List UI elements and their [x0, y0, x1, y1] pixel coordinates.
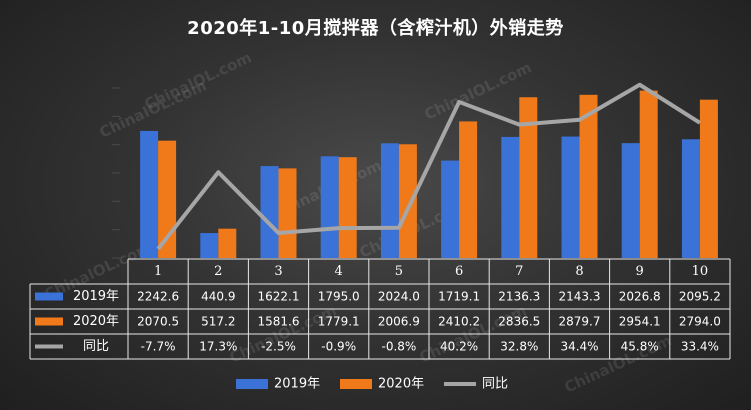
legend-label: 2019年	[274, 377, 320, 392]
data-label: 45.8%	[621, 340, 659, 354]
category-label: 3	[274, 264, 282, 279]
data-label: 2954.1	[619, 315, 661, 329]
legend-key-2019年	[236, 379, 268, 389]
data-label: 2026.8	[619, 290, 661, 304]
data-label: 1581.6	[258, 315, 300, 329]
bar-2019年-3	[260, 166, 279, 258]
data-label: 1779.1	[318, 315, 360, 329]
data-label: 2879.7	[559, 315, 601, 329]
data-label: 2095.2	[679, 290, 721, 304]
bar-2020年-10	[699, 99, 718, 258]
data-label: 2006.9	[378, 315, 420, 329]
bar-2019年-7	[501, 136, 520, 258]
category-label: 5	[395, 264, 403, 279]
data-label: 2242.6	[137, 290, 179, 304]
data-label: 40.2%	[440, 340, 478, 354]
data-label: 2136.3	[498, 290, 540, 304]
bar-2020年-5	[398, 144, 417, 258]
data-label: 440.9	[201, 290, 235, 304]
data-label: 2024.0	[378, 290, 420, 304]
data-label: 1795.0	[318, 290, 360, 304]
data-label: -2.5%	[261, 340, 296, 354]
data-label: 33.4%	[681, 340, 719, 354]
data-label: 2070.5	[137, 315, 179, 329]
bar-2019年-1	[140, 130, 159, 258]
series-label: 2019年	[73, 289, 119, 304]
category-label: 8	[575, 264, 583, 279]
bar-2020年-4	[338, 157, 357, 258]
bar-2020年-2	[218, 228, 237, 258]
bar-2019年-10	[681, 139, 700, 258]
bar-2020年-9	[639, 90, 658, 258]
bar-2019年-4	[320, 156, 339, 258]
data-label: 1622.1	[258, 290, 300, 304]
legend-key-2019年	[35, 292, 63, 301]
category-label: 10	[692, 264, 709, 279]
legend-key-2020年	[35, 317, 63, 326]
category-label: 4	[335, 264, 343, 279]
bar-2019年-6	[441, 160, 460, 258]
series-label: 同比	[83, 339, 109, 354]
bar-2019年-5	[380, 143, 399, 258]
series-label: 2020年	[73, 314, 119, 329]
data-label: 17.3%	[199, 340, 237, 354]
data-label: -0.8%	[381, 340, 416, 354]
bar-2019年-2	[200, 233, 219, 258]
category-label: 7	[515, 264, 523, 279]
legend-label: 2020年	[378, 377, 424, 392]
data-label: 34.4%	[560, 340, 598, 354]
category-label: 6	[455, 264, 463, 279]
category-label: 9	[636, 264, 644, 279]
bar-2019年-8	[561, 136, 580, 258]
bar-2020年-8	[579, 94, 598, 258]
legend-label: 同比	[482, 377, 508, 392]
bar-2019年-9	[621, 143, 640, 258]
bar-2020年-7	[519, 97, 538, 258]
bar-2020年-3	[278, 168, 297, 258]
data-label: -7.7%	[141, 340, 176, 354]
bar-2020年-6	[459, 121, 478, 258]
data-label: 517.2	[201, 315, 235, 329]
data-label: 2836.5	[498, 315, 540, 329]
data-label: 32.8%	[500, 340, 538, 354]
category-label: 1	[154, 264, 162, 279]
chart-title: 2020年1-10月搅拌器（含榨汁机）外销走势	[187, 18, 564, 39]
data-label: 1719.1	[438, 290, 480, 304]
data-label: -0.9%	[321, 340, 356, 354]
category-label: 2	[214, 264, 222, 279]
series-line-同比	[156, 82, 701, 251]
data-label: 2410.2	[438, 315, 480, 329]
legend-key-2020年	[340, 379, 372, 389]
data-label: 2794.0	[679, 315, 721, 329]
data-label: 2143.3	[559, 290, 601, 304]
